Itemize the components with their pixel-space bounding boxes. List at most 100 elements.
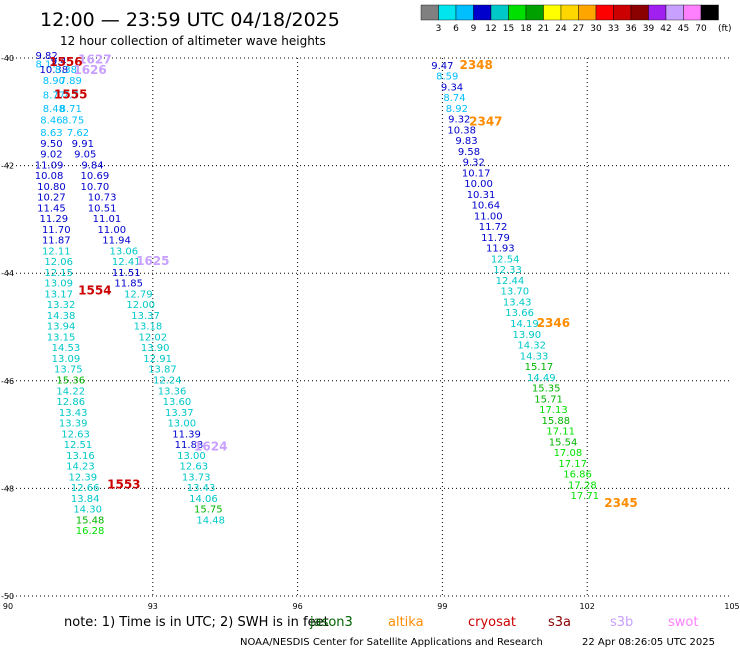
wave-height-label: 12.91 — [143, 354, 172, 365]
wave-height-label: 8.38 — [55, 65, 77, 76]
wave-height-label: 14.53 — [52, 343, 81, 354]
colorbar-swatch — [665, 4, 684, 21]
wave-height-label: 8.92 — [446, 104, 468, 115]
legend-entry-s3a: s3a — [548, 615, 571, 630]
wave-height-label: 12.06 — [44, 257, 73, 268]
wave-height-label: 9.50 — [40, 139, 62, 150]
wave-height-label: 13.90 — [513, 330, 542, 341]
colorbar-swatch — [595, 4, 614, 21]
wave-height-label: 13.00 — [177, 451, 206, 462]
legend-entry-jason3: jason3 — [309, 615, 353, 630]
wave-height-label: 13.70 — [500, 287, 529, 298]
colorbar-unit-label: (ft) — [718, 24, 732, 34]
wave-height-label: 13.15 — [47, 332, 76, 343]
wave-height-label: 15.48 — [76, 515, 105, 526]
y-tick-label: -40 — [1, 54, 14, 63]
wave-height-label: 12.11 — [42, 246, 71, 257]
wave-height-label: 9.47 — [431, 61, 453, 72]
track-number-label: 1626 — [73, 63, 106, 77]
wave-height-label: 15.17 — [525, 362, 554, 373]
colorbar-tick-label: 45 — [678, 24, 689, 34]
wave-height-label: 11.70 — [42, 225, 71, 236]
y-tick-label: -44 — [1, 269, 14, 278]
wave-height-label: 13.18 — [134, 322, 163, 333]
wave-height-label: 9.32 — [448, 115, 470, 126]
wave-height-label: 11.51 — [112, 268, 141, 279]
track-number-label: 2346 — [537, 316, 570, 330]
colorbar-swatch — [420, 4, 439, 21]
chart-subtitle: 12 hour collection of altimeter wave hei… — [60, 34, 326, 48]
colorbar-swatch — [613, 4, 632, 21]
wave-height-label: 13.87 — [148, 365, 177, 376]
wave-height-label: 12.39 — [68, 472, 97, 483]
legend-entry-cryosat: cryosat — [468, 615, 516, 630]
wave-height-label: 14.06 — [189, 494, 218, 505]
wave-height-label: 10.00 — [464, 179, 493, 190]
wave-height-label: 13.37 — [131, 311, 160, 322]
wave-height-label: 13.16 — [66, 451, 95, 462]
track-number-label: 1555 — [54, 87, 87, 101]
wave-height-label: 11.83 — [175, 440, 204, 451]
track-number-label: 1556 — [49, 55, 82, 69]
wave-height-label: 14.19 — [510, 319, 539, 330]
colorbar-tick-label: 70 — [695, 24, 707, 34]
legend-entry-swot: swot — [668, 615, 698, 630]
colorbar-tick-label: 39 — [643, 24, 655, 34]
wave-height-label: 11.72 — [479, 222, 508, 233]
credit-text: NOAA/NESDIS Center for Satellite Applica… — [240, 637, 543, 648]
wave-height-label: 12.66 — [71, 483, 100, 494]
wave-height-label: 10.51 — [88, 203, 117, 214]
colorbar-tick-label: 33 — [608, 24, 619, 34]
track-number-label: 2345 — [604, 496, 637, 510]
wave-height-label: 12.00 — [126, 300, 155, 311]
colorbar-swatch — [683, 4, 702, 21]
wave-height-label: 15.36 — [56, 375, 85, 386]
y-tick-label: -50 — [1, 592, 14, 601]
wave-height-label: 10.31 — [467, 190, 496, 201]
wave-height-label: 13.32 — [47, 300, 76, 311]
wave-height-label: 8.17 — [35, 60, 57, 71]
wave-height-label: 14.30 — [73, 505, 102, 516]
wave-height-label: 7.7 — [63, 90, 79, 101]
colorbar-swatch — [630, 4, 649, 21]
colorbar-tick-label: 15 — [503, 24, 514, 34]
wave-height-label: 12.41 — [112, 257, 141, 268]
wave-height-label: 12.79 — [124, 289, 153, 300]
colorbar-swatch — [490, 4, 509, 21]
legend-entry-s3b: s3b — [610, 615, 633, 630]
wave-height-label: 14.49 — [527, 373, 556, 384]
wave-height-label: 13.09 — [44, 279, 73, 290]
wave-height-label: 11.00 — [474, 211, 503, 222]
wave-height-label: 13.43 — [503, 297, 532, 308]
wave-height-label: 12.33 — [493, 265, 522, 276]
y-tick-label: -48 — [1, 484, 14, 493]
wave-height-label: 16.28 — [76, 526, 105, 537]
track-number-label: 1627 — [78, 52, 111, 66]
wave-height-label: 10.38 — [40, 65, 69, 76]
wave-height-label: 13.73 — [182, 472, 211, 483]
wave-height-label: 11.94 — [102, 236, 131, 247]
track-number-label: 1625 — [136, 254, 169, 268]
wave-height-label: 9.84 — [81, 160, 103, 171]
x-tick-label: 102 — [580, 602, 595, 611]
wave-height-label: 15.88 — [542, 416, 571, 427]
wave-height-label: 10.80 — [37, 182, 66, 193]
wave-height-label: 12.24 — [153, 375, 182, 386]
wave-height-label: 13.17 — [44, 289, 73, 300]
wave-height-label: 10.73 — [88, 193, 117, 204]
legend-entry-altika: altika — [388, 615, 424, 630]
wave-height-label: 10.70 — [81, 182, 110, 193]
y-tick-label: -46 — [1, 377, 14, 386]
wave-height-label: 9.32 — [463, 158, 485, 169]
colorbar-tick-label: 27 — [573, 24, 584, 34]
wave-height-label: 11.29 — [40, 214, 69, 225]
wave-height-label: 12.63 — [180, 462, 209, 473]
colorbar-tick-label: 3 — [436, 24, 442, 34]
track-number-label: 1624 — [194, 440, 227, 454]
wave-height-label: 15.71 — [534, 394, 563, 405]
wave-height-label: 16.86 — [563, 470, 592, 481]
wave-height-label: 17.08 — [554, 448, 583, 459]
wave-height-label: 17.11 — [546, 427, 575, 438]
colorbar-swatch — [508, 4, 527, 21]
